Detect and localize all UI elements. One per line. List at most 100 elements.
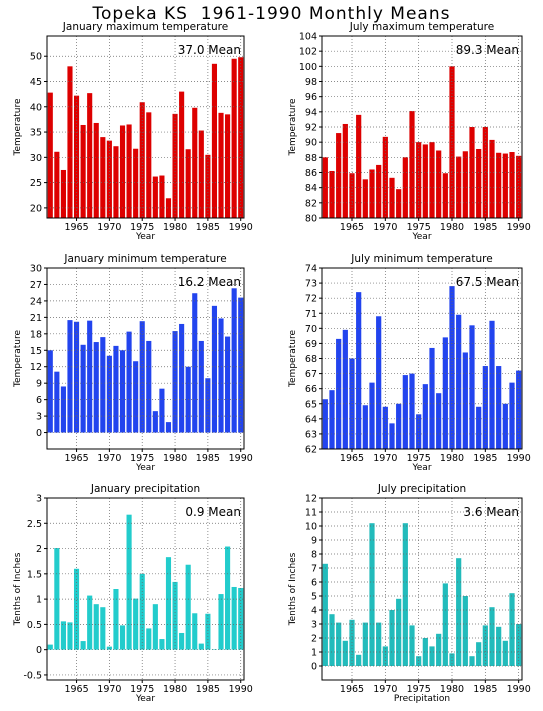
y-tick-label: 6	[36, 395, 42, 406]
y-tick-label: 18	[30, 329, 42, 340]
chart-title: July precipitation	[377, 483, 466, 495]
y-tick-label: 69	[305, 339, 317, 350]
bar-1969	[376, 164, 382, 218]
bar-1981	[456, 558, 462, 666]
bar-1972	[396, 189, 402, 218]
bar-1976	[146, 340, 152, 433]
mean-label: 16.2 Mean	[178, 275, 241, 289]
bar-1974	[133, 598, 139, 650]
x-tick-label: 1980	[163, 222, 187, 233]
y-tick-label: 30	[30, 153, 42, 164]
bar-1962	[54, 371, 60, 433]
y-tick-label: 64	[305, 414, 317, 425]
chart-title: July maximum temperature	[349, 21, 494, 33]
chart-title: January minimum temperature	[63, 253, 226, 265]
bar-1966	[80, 124, 86, 218]
bar-1984	[198, 130, 204, 218]
y-tick-label: 68	[305, 354, 317, 365]
bar-1976	[146, 112, 152, 218]
bar-1968	[93, 342, 99, 433]
y-tick-label: 84	[305, 183, 317, 194]
y-tick-label: 88	[305, 153, 317, 164]
bar-1966	[80, 344, 86, 433]
bar-1990	[238, 57, 244, 219]
bar-1963	[60, 386, 66, 433]
bar-1986	[489, 320, 495, 449]
bar-1987	[218, 318, 224, 433]
mean-label: 3.6 Mean	[463, 505, 519, 519]
y-tick-label: 96	[305, 92, 317, 103]
y-tick-label: 62	[305, 445, 317, 456]
x-axis-label: Year	[135, 232, 155, 242]
bar-1969	[100, 137, 106, 218]
y-tick-label: 30	[30, 264, 42, 275]
bar-1967	[362, 179, 368, 218]
y-axis-label: Temperature	[13, 330, 23, 388]
bar-1989	[509, 382, 515, 449]
x-tick-label: 1970	[97, 453, 121, 464]
chart-panel-5: -0.5 0 0.5 1 1.5 2 2.5 3 1965 1970 1975 1980 1985 199…	[13, 483, 253, 704]
x-tick-label: 1980	[163, 453, 187, 464]
bar-1975	[139, 573, 145, 650]
bar-1966	[356, 654, 362, 666]
bar-1964	[342, 123, 348, 218]
y-tick-label: 40	[30, 102, 42, 113]
x-axis-label: Year	[411, 232, 431, 242]
y-tick-label: 63	[305, 429, 317, 440]
x-tick-label: 1970	[97, 222, 121, 233]
bar-1970	[106, 140, 112, 218]
bar-1962	[329, 170, 335, 218]
bar-1968	[93, 604, 99, 650]
bar-1963	[336, 133, 342, 218]
y-tick-label: 9	[36, 379, 42, 390]
bar-1976	[146, 628, 152, 650]
bar-1973	[126, 331, 132, 433]
bar-1976	[422, 384, 428, 449]
bar-1981	[456, 314, 462, 449]
bar-1968	[369, 523, 375, 666]
bar-1984	[476, 642, 482, 666]
bar-1983	[192, 107, 198, 218]
y-tick-label: 92	[305, 123, 317, 134]
x-tick-label: 1965	[64, 684, 88, 695]
bar-1982	[462, 151, 468, 218]
bar-1966	[356, 114, 362, 218]
y-tick-label: 7	[311, 564, 317, 575]
y-tick-label: 70	[305, 324, 317, 335]
bar-1961	[322, 563, 328, 666]
bar-1966	[356, 292, 362, 449]
y-tick-label: -0.5	[23, 670, 42, 681]
chart-title: January precipitation	[90, 483, 200, 495]
x-tick-label: 1980	[440, 453, 464, 464]
bar-1971	[389, 423, 395, 449]
y-axis-label: Temperature	[13, 98, 23, 156]
y-tick-label: 0.5	[27, 620, 42, 631]
bar-1990	[238, 297, 244, 433]
bar-1978	[436, 393, 442, 449]
y-tick-label: 3	[36, 494, 42, 505]
y-tick-label: 9	[311, 536, 317, 547]
bar-1968	[369, 169, 375, 218]
bar-1977	[429, 646, 435, 666]
bar-1987	[496, 366, 502, 449]
chart-title: January maximum temperature	[62, 21, 228, 33]
y-tick-label: 5	[311, 592, 317, 603]
bar-1969	[100, 607, 106, 650]
y-axis-label: Tenths of Inches	[288, 552, 298, 626]
x-tick-label: 1980	[163, 684, 187, 695]
y-tick-label: 102	[299, 47, 317, 58]
bar-1971	[389, 177, 395, 218]
y-tick-label: 71	[305, 309, 317, 320]
bar-1984	[198, 643, 204, 650]
y-tick-label: 50	[30, 52, 42, 63]
y-tick-label: 35	[30, 128, 42, 139]
bar-1974	[409, 111, 415, 218]
y-tick-label: 100	[299, 62, 317, 73]
bar-1980	[172, 331, 178, 433]
bar-1967	[362, 405, 368, 449]
mean-label: 0.9 Mean	[185, 505, 241, 519]
x-tick-label: 1980	[440, 684, 464, 695]
y-tick-label: 72	[305, 294, 317, 305]
y-tick-label: 11	[305, 508, 317, 519]
y-axis-label: Tenths of Inches	[13, 552, 23, 626]
